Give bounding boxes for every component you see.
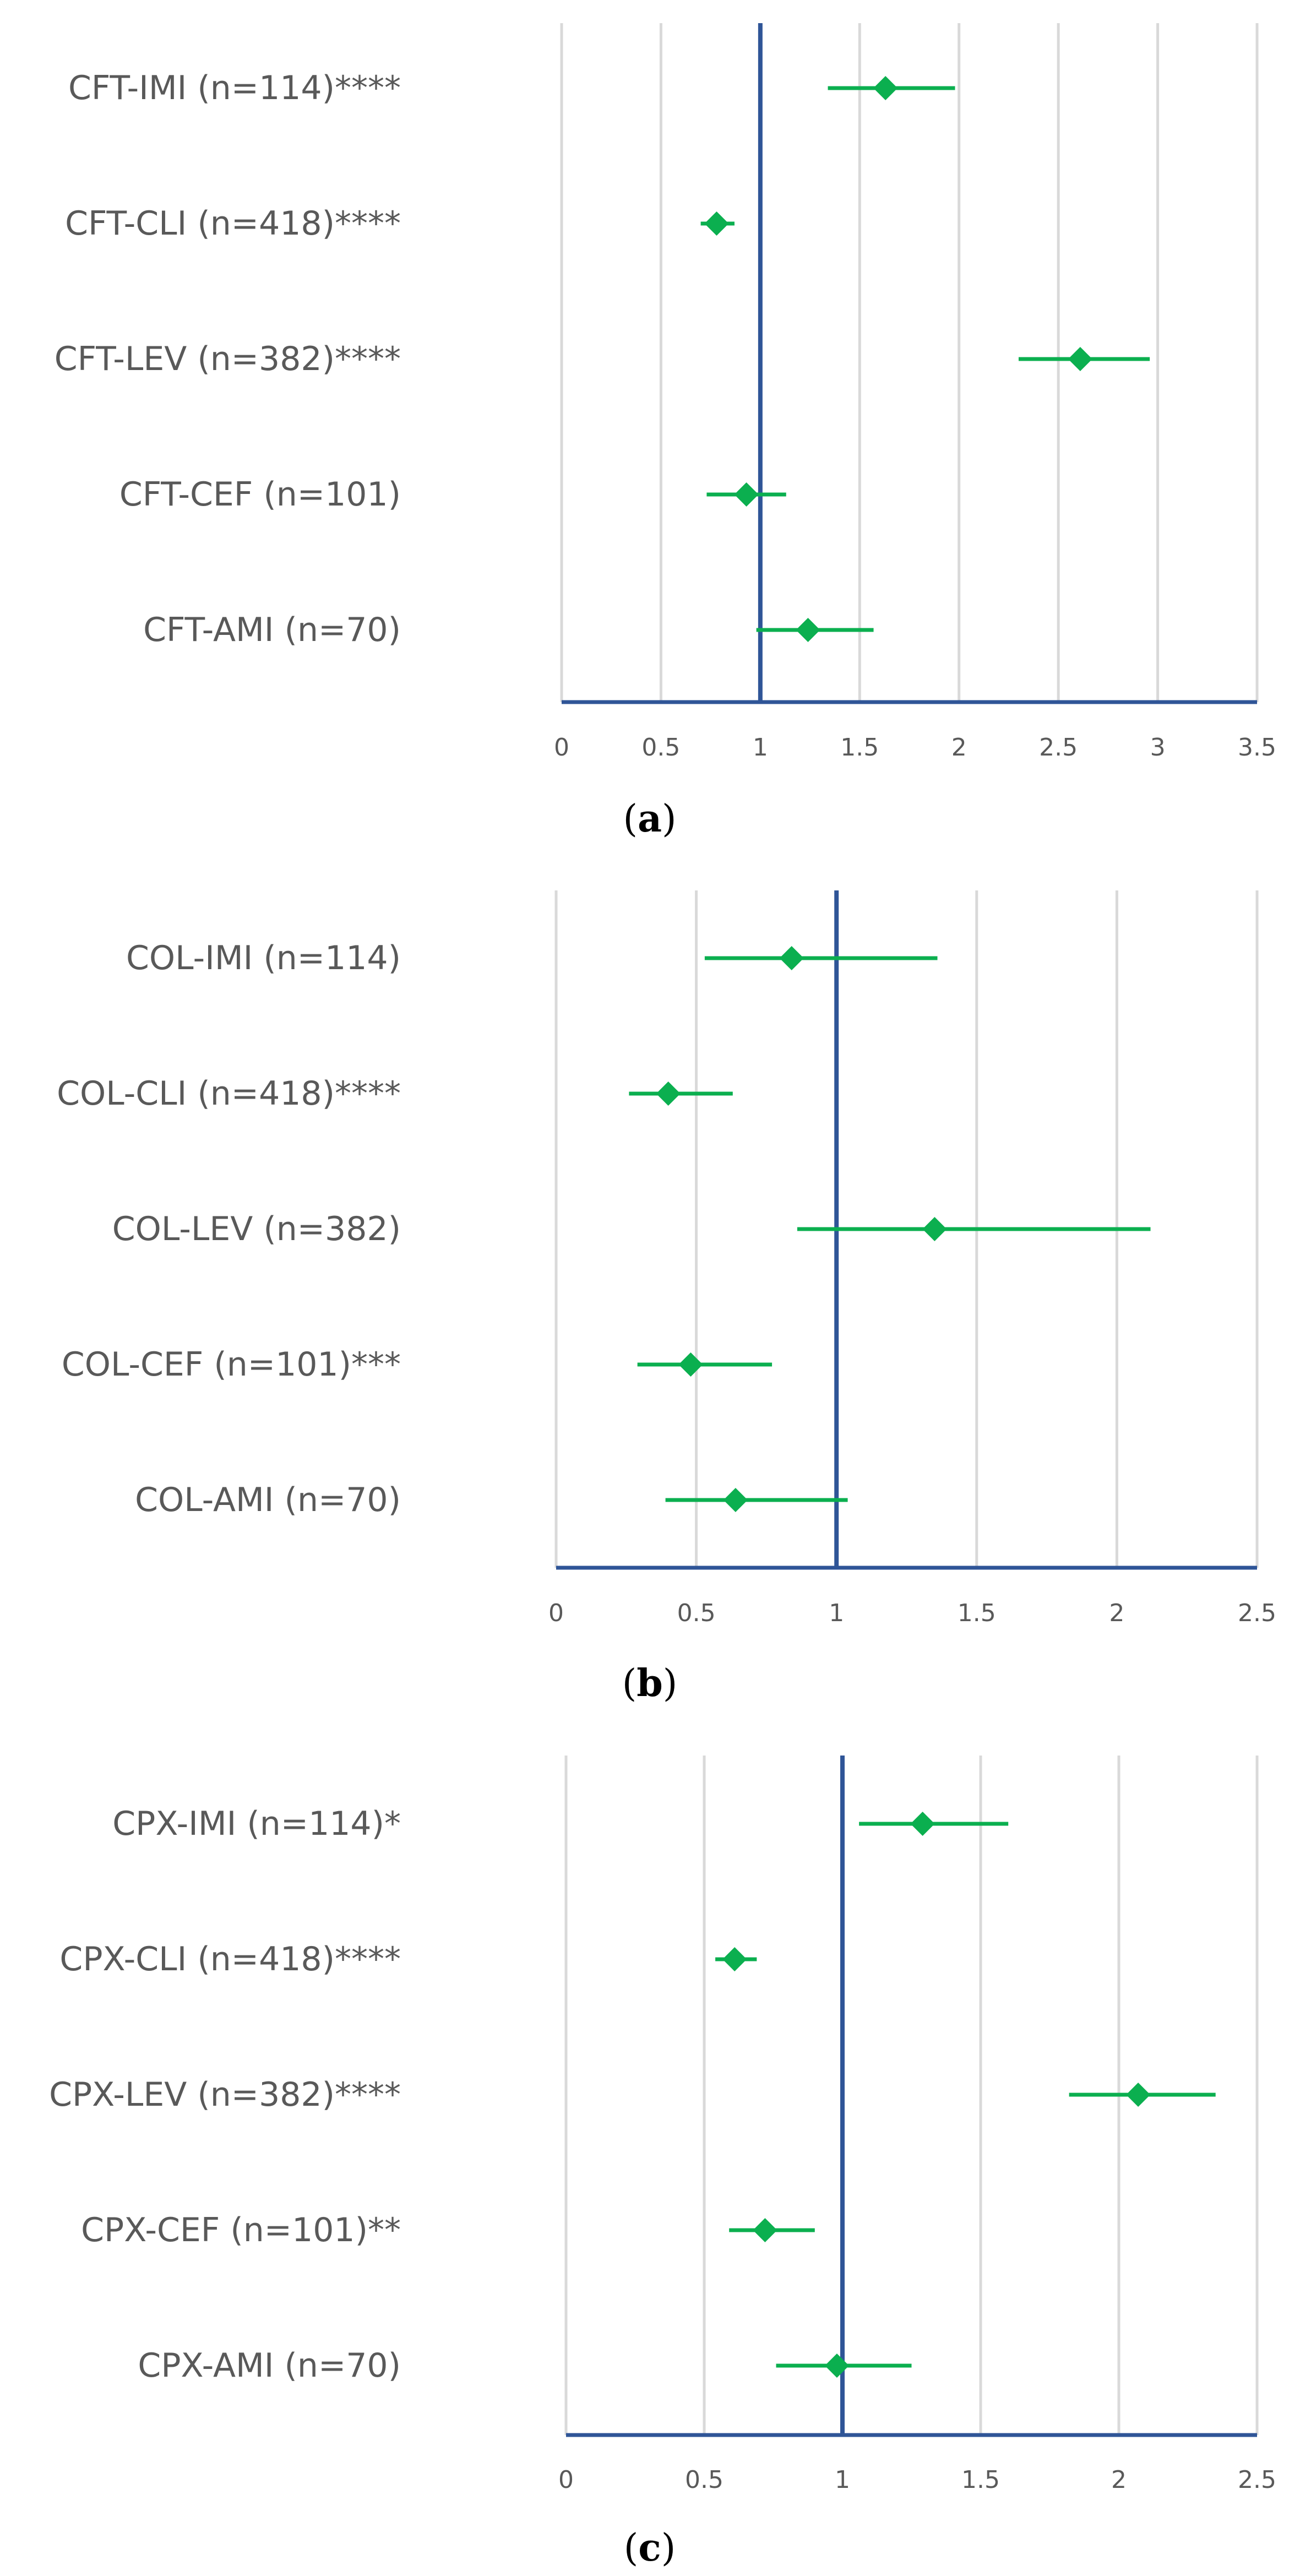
x-tick-label: 1.5: [961, 2466, 1000, 2494]
row-label: CPX-LEV (n=382)****: [49, 2075, 401, 2114]
panel-label: (b): [622, 1661, 678, 1705]
x-tick-label: 1: [835, 2466, 850, 2494]
point-estimate-marker: [722, 1947, 747, 1971]
row-label: COL-IMI (n=114): [126, 939, 401, 977]
row-label: COL-CLI (n=418)****: [57, 1074, 401, 1113]
x-tick-label: 2.5: [1238, 1599, 1276, 1627]
point-estimate-marker: [678, 1352, 703, 1377]
row-label: COL-AMI (n=70): [135, 1481, 401, 1519]
x-tick-label: 0: [558, 2466, 574, 2494]
x-tick-label: 0.5: [641, 733, 680, 762]
x-tick-label: 1.5: [840, 733, 879, 762]
panel-c: 0 0.5 1 1.5 2 2.5 CPX-IMI (n=114)* CPX-CLI (n=4…: [49, 1756, 1276, 2570]
point-estimate-marker: [1068, 347, 1092, 371]
point-estimate-marker: [753, 2218, 777, 2242]
point-estimate-marker: [910, 1812, 935, 1836]
row-label: COL-CEF (n=101)***: [62, 1345, 401, 1384]
row-label: CPX-IMI (n=114)*: [112, 1805, 401, 1843]
x-tick-label: 2.5: [1238, 2466, 1276, 2494]
point-estimate-marker: [656, 1082, 681, 1106]
x-tick-label: 1: [829, 1599, 844, 1627]
point-estimate-marker: [873, 76, 898, 100]
row-label: CFT-AMI (n=70): [143, 611, 401, 649]
x-tick-label: 2: [951, 733, 967, 762]
x-tick-label: 2: [1111, 2466, 1127, 2494]
x-tick-label: 0: [548, 1599, 564, 1627]
x-tick-label: 3.5: [1238, 733, 1276, 762]
panel-label-close-paren: ): [662, 797, 677, 841]
x-tick-label: 0.5: [685, 2466, 724, 2494]
panel-label-letter: c: [638, 2526, 661, 2570]
row-label: CFT-CLI (n=418)****: [65, 204, 401, 243]
point-estimate-marker: [723, 1488, 748, 1512]
x-tick-label: 0: [554, 733, 569, 762]
panel-label-close-paren: ): [663, 1662, 678, 1705]
point-estimate-marker: [824, 2354, 849, 2378]
panel-label-open-paren: (: [623, 797, 638, 841]
panel-label-open-paren: (: [622, 1662, 637, 1705]
row-label: COL-LEV (n=382): [112, 1210, 401, 1248]
row-label: CPX-CEF (n=101)**: [81, 2211, 401, 2249]
x-tick-label: 2.5: [1039, 733, 1078, 762]
point-estimate-marker: [734, 482, 759, 507]
panel-label-open-paren: (: [624, 2526, 639, 2570]
row-label: CFT-CEF (n=101): [119, 475, 401, 514]
panel-label: (c): [624, 2526, 676, 2570]
panel-label-letter: a: [638, 797, 662, 841]
row-label: CPX-AMI (n=70): [138, 2346, 401, 2385]
x-tick-label: 1: [753, 733, 768, 762]
point-estimate-marker: [1126, 2083, 1151, 2107]
point-estimate-marker: [779, 946, 804, 970]
point-estimate-marker: [704, 211, 729, 236]
panel-b: 0 0.5 1 1.5 2 2.5 COL-IMI (n=114) COL-CLI (n=41…: [57, 890, 1276, 1705]
x-tick-label: 1.5: [958, 1599, 996, 1627]
x-tick-label: 3: [1150, 733, 1166, 762]
panel-label-close-paren: ): [661, 2526, 676, 2570]
point-estimate-marker: [796, 618, 820, 642]
panel-a: 0 0.5 1 1.5 2 2.5 3 3.5 CFT-IMI (n=114)**** CFT-C…: [55, 23, 1276, 841]
x-tick-label: 2: [1109, 1599, 1124, 1627]
row-label: CFT-IMI (n=114)****: [68, 69, 401, 107]
panel-label-letter: b: [637, 1661, 663, 1705]
row-label: CFT-LEV (n=382)****: [55, 340, 401, 378]
x-tick-label: 0.5: [677, 1599, 716, 1627]
point-estimate-marker: [922, 1217, 947, 1241]
panel-label: (a): [623, 797, 676, 841]
row-label: CPX-CLI (n=418)****: [59, 1940, 401, 1979]
